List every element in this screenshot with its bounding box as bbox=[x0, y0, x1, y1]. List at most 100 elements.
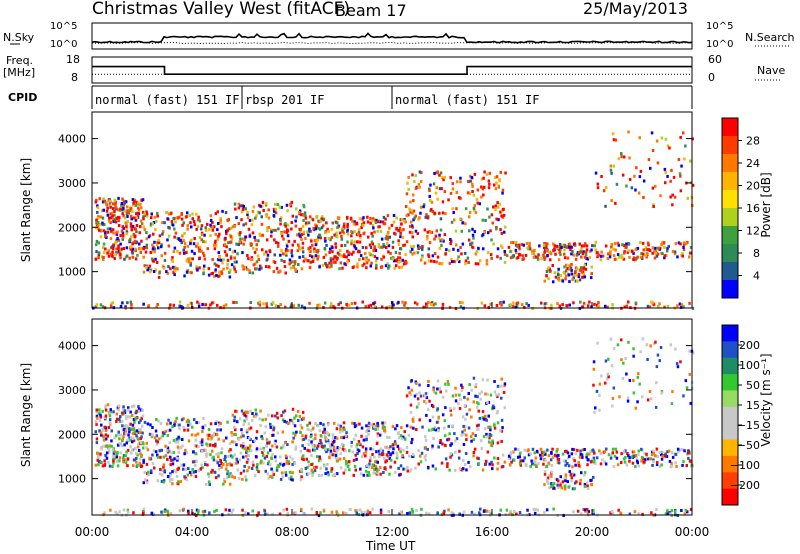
velocity-cell bbox=[310, 454, 313, 458]
power-cell bbox=[340, 237, 344, 241]
power-cell bbox=[647, 243, 650, 247]
velocity-cell bbox=[451, 394, 455, 398]
power-cell bbox=[241, 251, 244, 255]
velocity-cell bbox=[356, 508, 359, 512]
power-cell bbox=[142, 247, 145, 251]
velocity-cell bbox=[373, 425, 376, 429]
power-cell bbox=[356, 265, 359, 269]
power-cell bbox=[581, 275, 584, 279]
power-cell bbox=[642, 179, 646, 183]
velocity-cell bbox=[571, 487, 575, 491]
velocity-cell bbox=[447, 382, 450, 386]
power-cell bbox=[639, 255, 643, 259]
power-cell bbox=[239, 231, 242, 235]
power-cell bbox=[153, 215, 157, 219]
power-cell bbox=[238, 233, 241, 237]
noise-panel: N.Sky 10^5 10^0 10^5 10^0 N.Search bbox=[3, 21, 795, 50]
power-cell bbox=[202, 251, 205, 255]
power-cell bbox=[271, 301, 275, 305]
velocity-cell bbox=[418, 418, 421, 422]
velocity-cell bbox=[341, 429, 345, 433]
velocity-cell bbox=[271, 470, 275, 474]
velocity-cell bbox=[262, 461, 265, 465]
velocity-cell bbox=[122, 435, 125, 439]
power-cell bbox=[382, 255, 386, 259]
power-cell bbox=[233, 249, 237, 253]
power-cell bbox=[516, 301, 520, 305]
power-cell bbox=[525, 242, 529, 245]
velocity-cell bbox=[257, 470, 260, 474]
power-cell bbox=[333, 255, 337, 259]
power-cell bbox=[115, 240, 118, 244]
power-cell bbox=[436, 197, 439, 201]
velocity-cell bbox=[564, 450, 568, 454]
velocity-cell bbox=[636, 461, 639, 465]
velocity-cell bbox=[449, 455, 452, 459]
velocity-cell bbox=[215, 433, 219, 437]
power-cell bbox=[607, 252, 610, 256]
velocity-cell bbox=[187, 509, 190, 513]
power-cell bbox=[282, 237, 285, 241]
velocity-cell bbox=[186, 473, 189, 477]
velocity-cell bbox=[248, 447, 251, 451]
velocity-cell bbox=[289, 477, 293, 481]
power-cell bbox=[542, 246, 546, 249]
power-cell bbox=[644, 246, 648, 250]
power-cell bbox=[285, 253, 288, 257]
velocity-cell bbox=[415, 508, 418, 512]
power-cell bbox=[386, 242, 389, 245]
power-cell bbox=[464, 207, 468, 211]
velocity-cell bbox=[108, 464, 112, 468]
power-cell bbox=[398, 251, 401, 255]
velocity-cell bbox=[386, 435, 389, 439]
power-cell bbox=[235, 242, 238, 246]
velocity-cell bbox=[201, 425, 204, 429]
velocity-cell bbox=[263, 512, 267, 516]
power-cell bbox=[119, 242, 122, 246]
power-cell bbox=[317, 249, 320, 253]
velocity-cell bbox=[314, 433, 317, 437]
velocity-cell bbox=[201, 449, 204, 453]
power-cell bbox=[451, 187, 455, 191]
power-cell bbox=[188, 214, 191, 218]
power-cell bbox=[582, 266, 585, 270]
velocity-cell bbox=[276, 431, 280, 435]
power-cell bbox=[380, 265, 384, 269]
power-cell bbox=[569, 248, 572, 252]
power-cell bbox=[564, 277, 567, 281]
power-cell bbox=[655, 254, 659, 258]
velocity-cell bbox=[364, 447, 368, 451]
velocity-cell bbox=[210, 456, 214, 460]
velocity-cell bbox=[383, 457, 386, 461]
power-cell bbox=[145, 243, 149, 247]
power-cell bbox=[251, 218, 254, 222]
power-cell bbox=[511, 241, 515, 245]
power-cell bbox=[226, 266, 229, 270]
velocity-cell bbox=[353, 464, 357, 468]
velocity-cell bbox=[508, 463, 512, 467]
velocity-cell bbox=[613, 454, 617, 458]
power-cell bbox=[239, 204, 242, 208]
velocity-cell bbox=[598, 394, 601, 398]
power-cell bbox=[428, 241, 432, 245]
velocity-cell bbox=[573, 487, 576, 491]
power-cell bbox=[364, 305, 367, 309]
power-cell bbox=[124, 200, 128, 204]
power-cell bbox=[412, 244, 416, 248]
velocity-cell bbox=[232, 433, 235, 436]
velocity-cell bbox=[212, 455, 215, 459]
velocity-cell bbox=[385, 445, 388, 449]
velocity-cell bbox=[246, 469, 249, 473]
velocity-cell bbox=[682, 394, 685, 398]
velocity-cell bbox=[168, 441, 171, 445]
power-cell bbox=[173, 265, 177, 269]
power-cell bbox=[482, 176, 485, 180]
velocity-cell bbox=[171, 425, 174, 429]
power-cell bbox=[112, 207, 115, 211]
power-cell bbox=[500, 214, 503, 218]
power-cell bbox=[191, 257, 194, 261]
velocity-cell bbox=[379, 447, 383, 451]
velocity-cell bbox=[290, 419, 294, 423]
power-cell bbox=[338, 267, 341, 271]
power-cell bbox=[328, 265, 332, 269]
